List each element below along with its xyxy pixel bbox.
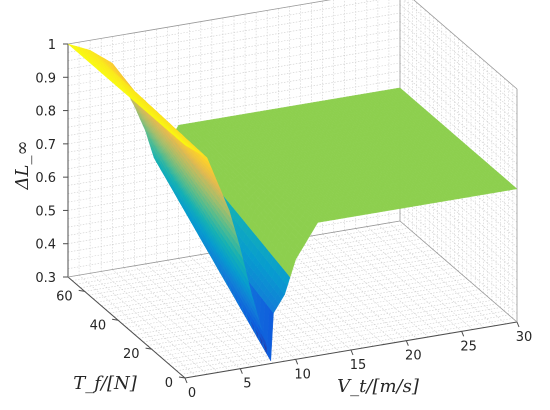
grid-line — [377, 224, 496, 326]
grid-line — [123, 267, 241, 369]
x-tick-label: 5 — [243, 377, 251, 392]
grid-line — [300, 237, 418, 340]
grid-line — [67, 12, 401, 70]
grid-line — [67, 29, 401, 86]
x-tick-label: 25 — [460, 339, 477, 354]
z-tick-label: 0.9 — [35, 71, 56, 86]
box-edge — [399, 220, 518, 323]
x-tick-label: 20 — [405, 349, 422, 364]
grid-line — [138, 282, 472, 339]
x-tick-mark — [239, 368, 243, 374]
x-tick-mark — [516, 321, 520, 328]
grid-line — [67, 37, 401, 95]
y-tick-label: 40 — [90, 318, 107, 333]
grid-line — [172, 310, 505, 368]
grid-line — [67, 0, 380, 53]
grid-line — [126, 271, 459, 328]
grid-line — [180, 318, 513, 375]
box-edge — [67, 0, 332, 45]
y-axis-line — [67, 276, 186, 379]
surface — [67, 43, 518, 362]
x-tick-label: 15 — [350, 358, 367, 373]
surface-patch — [509, 185, 518, 190]
x-tick-label: 10 — [294, 367, 311, 382]
grid-line — [151, 292, 484, 350]
x-tick-mark — [184, 377, 188, 384]
y-tick-mark — [112, 318, 119, 321]
z-tick-label: 1 — [48, 38, 56, 53]
x-tick-mark — [295, 359, 299, 365]
grid-line — [67, 70, 401, 128]
y-tick-mark — [78, 289, 85, 292]
grid-line — [399, 212, 518, 314]
box-edge — [413, 0, 518, 90]
grid-line — [164, 303, 497, 361]
z-tick-label: 0.6 — [35, 171, 56, 186]
y-tick-label: 60 — [56, 289, 73, 304]
grid-line — [134, 278, 467, 336]
grid-line — [67, 79, 401, 136]
grid-line — [143, 285, 476, 343]
y-tick-label: 20 — [123, 347, 140, 362]
grid-line — [147, 289, 480, 346]
grid-line — [122, 267, 455, 325]
z-tick-label: 0.3 — [35, 271, 56, 286]
y-tick-label: 0 — [165, 376, 173, 391]
grid-line — [67, 45, 401, 103]
grid-line — [67, 4, 401, 61]
grid-line — [344, 230, 462, 332]
z-axis-label: ΔL_∞ — [12, 141, 33, 191]
x-tick-mark — [461, 331, 465, 337]
grid-line — [176, 314, 509, 372]
grid-line — [67, 62, 401, 120]
x-tick-label: 0 — [188, 386, 196, 401]
z-tick-label: 0.4 — [35, 238, 56, 253]
grid-line — [333, 231, 451, 334]
x-tick-mark — [405, 340, 409, 346]
x-axis-label: V_t/[m/s] — [337, 376, 420, 397]
z-tick-label: 0.5 — [35, 204, 56, 219]
grid-line — [67, 0, 331, 45]
z-tick-label: 0.8 — [35, 105, 56, 120]
y-tick-mark — [178, 376, 186, 379]
z-tick-label: 0.7 — [35, 138, 56, 153]
x-tick-label: 30 — [516, 330, 533, 345]
grid-line — [159, 300, 492, 357]
y-axis-label: T_f/[N] — [73, 373, 138, 394]
tick-labels: 0 5 10 15 20 25 30 0 20 40 600.3 0.4 0.5 0.6 0.7 0.8 0.9… — [35, 38, 532, 401]
grid-line — [67, 20, 401, 78]
svg-text:ΔL_∞: ΔL_∞ — [12, 141, 33, 191]
y-tick-mark — [145, 347, 152, 350]
grid-line — [155, 296, 488, 354]
grid-line — [67, 54, 401, 111]
grid-line — [168, 307, 501, 364]
x-tick-mark — [350, 349, 354, 356]
grid-line — [289, 239, 407, 341]
grid-line — [130, 274, 463, 332]
